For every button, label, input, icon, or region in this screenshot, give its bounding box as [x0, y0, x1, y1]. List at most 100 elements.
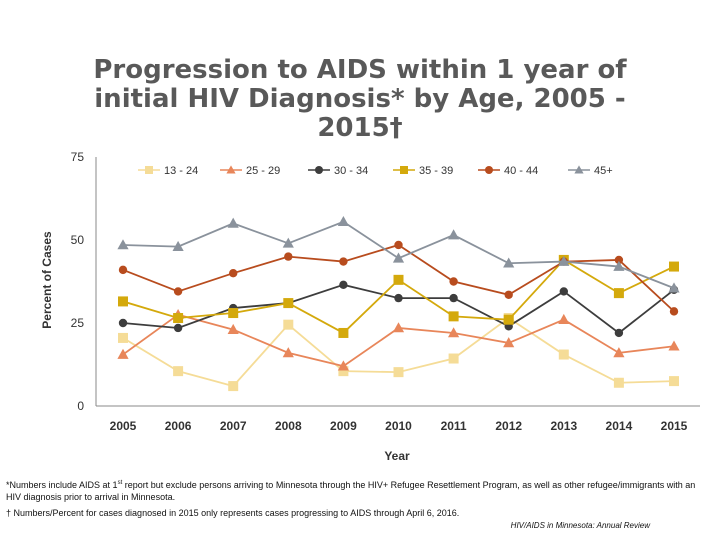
data-point — [118, 318, 128, 328]
data-point — [613, 377, 624, 388]
x-tick-label: 2009 — [330, 419, 357, 433]
legend-item: 25 - 29 — [220, 165, 280, 177]
chart-title: Progression to AIDS within 1 year of ini… — [40, 56, 680, 143]
title-line-2: initial HIV Diagnosis* by Age, 2005 - — [94, 84, 626, 114]
data-point — [117, 348, 129, 359]
data-point — [558, 255, 570, 266]
source-note: HIV/AIDS in Minnesota: Annual Review — [510, 521, 650, 530]
legend-label: 30 - 34 — [334, 165, 368, 177]
title-line-3: 2015† — [317, 113, 403, 143]
data-point — [448, 311, 459, 322]
x-tick-label: 2012 — [495, 419, 522, 433]
y-tick-label: 50 — [71, 233, 85, 247]
legend-swatch-marker — [485, 166, 493, 174]
footnote-1-text-rest: report but exclude persons arriving to M… — [6, 480, 696, 502]
legend-swatch-marker — [315, 166, 323, 174]
data-point — [283, 298, 294, 309]
data-point — [393, 367, 404, 378]
data-point — [337, 215, 349, 227]
data-point — [449, 277, 458, 286]
axes: 0 25 50 75 2005 2006 2007 2008 2009 2010 2011 2012 2… — [40, 150, 700, 463]
data-point — [393, 274, 404, 285]
data-point — [448, 229, 460, 240]
data-point — [668, 282, 680, 293]
legend-label: 45+ — [594, 165, 613, 177]
series-40-44 — [118, 240, 679, 316]
data-point — [173, 287, 183, 296]
x-axis-title: Year — [384, 449, 410, 463]
data-point — [669, 261, 679, 272]
data-point — [339, 257, 348, 266]
legend-label: 35 - 39 — [419, 165, 453, 177]
data-point — [448, 353, 459, 364]
legend-item: 13 - 24 — [138, 165, 198, 177]
data-point — [394, 293, 403, 303]
data-point — [558, 349, 569, 360]
footnote-1: *Numbers include AIDS at 1st report but … — [6, 477, 706, 503]
legend: 13 - 24 25 - 29 30 - 34 35 - 39 40 - 44 45+ — [138, 165, 613, 177]
data-point — [669, 376, 679, 387]
legend-item: 30 - 34 — [308, 165, 368, 177]
y-tick-label: 25 — [71, 316, 85, 330]
data-point — [503, 337, 515, 348]
legend-swatch-marker — [400, 166, 408, 174]
data-point — [117, 239, 129, 250]
data-point — [173, 323, 183, 333]
x-tick-label: 2011 — [441, 419, 467, 433]
series-25-29 — [117, 308, 680, 371]
legend-swatch-marker — [145, 166, 153, 174]
data-point — [284, 252, 293, 261]
data-point — [337, 360, 349, 371]
data-point — [283, 319, 294, 330]
series-13-24 — [118, 313, 679, 392]
footnote-2: † Numbers/Percent for cases diagnosed in… — [6, 508, 460, 518]
legend-item: 40 - 44 — [478, 165, 538, 177]
data-point — [503, 314, 514, 325]
y-tick-label: 75 — [71, 150, 85, 164]
x-tick-label: 2014 — [606, 419, 633, 433]
data-point — [503, 257, 515, 268]
x-tick-label: 2005 — [110, 419, 137, 433]
data-point — [614, 328, 624, 338]
footnote-1-sup: st — [117, 480, 123, 486]
line-chart: 13 - 24 25 - 29 30 - 34 35 - 39 40 - 44 45+ 0… — [40, 150, 700, 463]
data-point — [118, 296, 128, 307]
data-point — [229, 269, 238, 278]
data-point — [613, 347, 625, 358]
x-tick-label: 2015 — [661, 419, 688, 433]
legend-label: 13 - 24 — [164, 165, 198, 177]
footnote-1-text: *Numbers include AIDS at 1 — [6, 480, 118, 490]
data-point — [173, 313, 184, 324]
y-axis-title: Percent of Cases — [40, 231, 54, 329]
data-point — [282, 237, 294, 248]
data-point — [394, 240, 403, 250]
series-45 — [117, 215, 680, 293]
data-point — [668, 340, 680, 351]
series-group — [117, 215, 680, 392]
y-tick-label: 0 — [77, 399, 84, 413]
data-point — [338, 366, 349, 377]
data-point — [449, 293, 458, 303]
x-tick-label: 2008 — [275, 419, 302, 433]
data-point — [559, 287, 568, 296]
data-point — [448, 327, 460, 338]
legend-label: 25 - 29 — [246, 165, 280, 177]
data-point — [228, 381, 239, 392]
x-tick-label: 2006 — [165, 419, 192, 433]
legend-item: 35 - 39 — [393, 165, 453, 177]
x-tick-label: 2013 — [550, 419, 577, 433]
data-point — [118, 332, 128, 343]
data-point — [227, 217, 239, 228]
data-point — [613, 260, 625, 271]
data-point — [282, 347, 294, 358]
data-point — [172, 240, 184, 251]
legend-swatch-marker — [574, 165, 584, 174]
data-point — [338, 327, 349, 338]
data-point — [614, 255, 624, 265]
legend-label: 40 - 44 — [504, 165, 538, 177]
data-point — [227, 323, 239, 334]
legend-item: 45+ — [568, 165, 613, 177]
data-point — [392, 322, 405, 333]
data-point — [392, 252, 405, 263]
data-point — [669, 307, 679, 316]
